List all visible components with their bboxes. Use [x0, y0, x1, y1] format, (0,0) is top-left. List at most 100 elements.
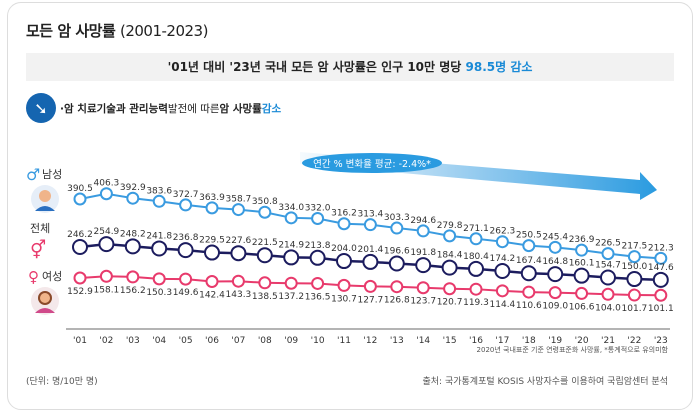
- total-point: [441, 259, 458, 276]
- total-point: [124, 238, 141, 255]
- total-data-label: 150.0: [622, 262, 648, 272]
- male-data-label: 358.7: [226, 195, 252, 205]
- female-point: [575, 286, 589, 300]
- female-point: [601, 287, 615, 301]
- x-tick-label: '09: [284, 336, 298, 346]
- male-data-label: 350.8: [252, 197, 278, 207]
- total-point: [362, 253, 379, 270]
- female-point: [390, 280, 404, 294]
- total-data-label: 164.8: [542, 257, 568, 267]
- x-tick-label: '01: [73, 336, 87, 346]
- x-tick-label: '17: [495, 336, 509, 346]
- total-point: [256, 247, 273, 264]
- male-data-label: 303.3: [384, 213, 410, 223]
- male-data-label: 316.2: [331, 209, 357, 219]
- total-point: [573, 267, 590, 284]
- male-data-label: 383.6: [146, 186, 172, 196]
- x-tick-label: '23: [654, 336, 668, 346]
- female-point: [126, 270, 140, 284]
- page-title: 모든 암 사망률 (2001-2023): [26, 22, 208, 40]
- male-point: [601, 247, 615, 261]
- male-data-label: 262.3: [490, 227, 516, 237]
- trend-label: 연간 % 변화율 평균: -2.4%*: [313, 159, 431, 170]
- total-point: [626, 271, 643, 288]
- total-point: [494, 262, 511, 279]
- total-point: [415, 257, 432, 274]
- x-tick-label: '13: [390, 336, 404, 346]
- female-point: [416, 281, 430, 295]
- female-point: [548, 286, 562, 300]
- female-point: [258, 276, 272, 290]
- x-tick-label: '16: [469, 336, 483, 346]
- x-tick-label: '19: [548, 336, 562, 346]
- legend-male: 남성: [42, 168, 62, 181]
- female-point: [469, 282, 483, 296]
- female-data-label: 156.2: [120, 286, 146, 296]
- x-tick-label: '04: [152, 336, 166, 346]
- total-point: [177, 242, 194, 259]
- female-point: [73, 271, 87, 285]
- female-data-label: 104.0: [595, 303, 621, 313]
- total-data-label: 248.2: [120, 229, 146, 239]
- female-data-label: 101.7: [622, 304, 648, 314]
- male-point: [363, 218, 377, 232]
- female-symbol: ♀: [28, 268, 39, 286]
- female-data-label: 152.9: [67, 287, 93, 297]
- female-data-label: 106.6: [569, 302, 595, 312]
- male-point: [443, 229, 457, 243]
- total-data-label: 214.9: [278, 240, 304, 250]
- male-data-label: 390.5: [67, 184, 93, 194]
- female-point: [231, 274, 245, 288]
- total-data-label: 160.1: [569, 259, 595, 269]
- male-point: [416, 224, 430, 238]
- x-tick-label: '20: [575, 336, 589, 346]
- total-point: [600, 269, 616, 286]
- female-data-label: 110.6: [516, 301, 542, 311]
- x-tick-label: '12: [363, 336, 377, 346]
- total-data-label: 236.8: [173, 233, 199, 243]
- female-data-label: 119.3: [463, 298, 489, 308]
- male-data-label: 250.5: [516, 231, 542, 241]
- total-point: [468, 260, 484, 277]
- female-data-label: 142.4: [199, 290, 225, 300]
- male-point: [495, 235, 509, 249]
- male-point: [390, 221, 404, 235]
- total-data-label: 174.2: [490, 254, 516, 264]
- total-point: [388, 255, 405, 272]
- male-data-label: 332.0: [305, 203, 331, 213]
- female-data-label: 138.5: [252, 292, 278, 302]
- x-tick-label: '03: [126, 336, 140, 346]
- total-data-label: 147.6: [648, 263, 674, 273]
- female-data-label: 123.7: [410, 297, 436, 307]
- female-data-label: 150.3: [146, 288, 172, 298]
- female-data-label: 130.7: [331, 294, 357, 304]
- x-tick-label: '06: [205, 336, 219, 346]
- total-data-label: 196.6: [384, 247, 410, 257]
- female-point: [311, 276, 325, 290]
- unit-label: (단위: 명/10만 명): [26, 376, 98, 387]
- x-tick-label: '08: [258, 336, 272, 346]
- male-point: [654, 251, 668, 265]
- total-point: [204, 244, 220, 261]
- male-data-label: 372.7: [173, 190, 199, 200]
- male-point: [205, 201, 219, 215]
- male-data-label: 226.5: [595, 239, 621, 249]
- total-point: [520, 265, 537, 282]
- male-data-label: 245.4: [542, 232, 568, 242]
- female-point: [284, 276, 298, 290]
- female-data-label: 137.2: [278, 292, 304, 302]
- x-tick-label: '07: [231, 336, 245, 346]
- male-data-label: 363.9: [199, 193, 225, 203]
- total-data-label: 167.4: [516, 256, 542, 266]
- male-point: [126, 191, 140, 205]
- male-point: [522, 239, 536, 253]
- total-data-label: 213.8: [305, 241, 331, 251]
- legend-total: 전체: [30, 222, 50, 235]
- male-point: [575, 243, 589, 257]
- male-point: [627, 250, 641, 264]
- female-data-label: 158.1: [94, 285, 120, 295]
- female-data-label: 120.7: [437, 298, 463, 308]
- x-tick-label: '14: [416, 336, 430, 346]
- male-data-label: 294.6: [410, 216, 436, 226]
- total-data-label: 221.5: [252, 238, 278, 248]
